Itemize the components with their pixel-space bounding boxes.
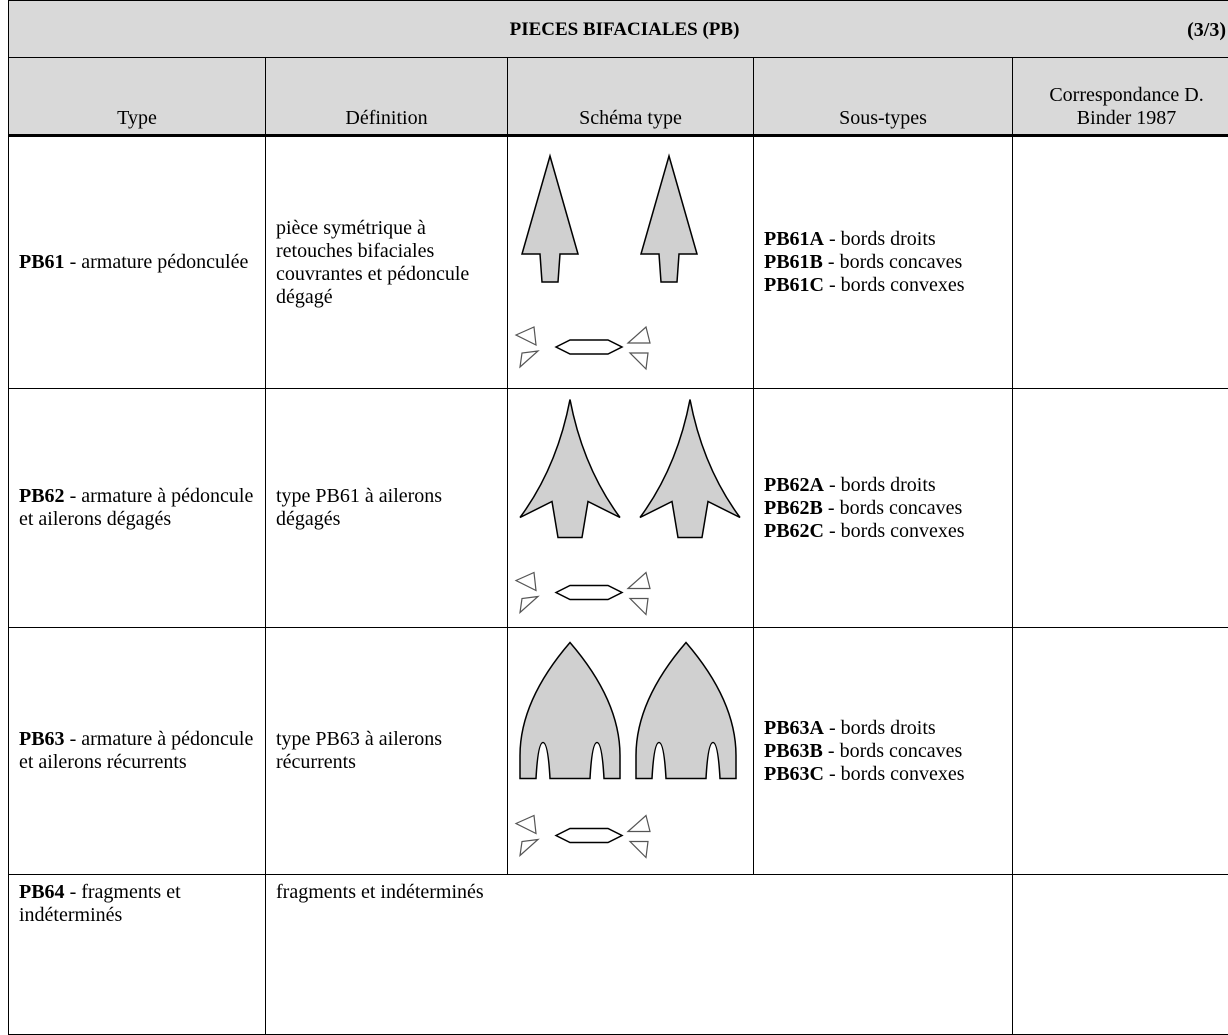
table-row: PB62- armature à pédoncule et ailerons d… xyxy=(9,389,1228,628)
cross-section xyxy=(556,829,622,843)
column-header: Schéma type xyxy=(508,58,754,136)
definition-cell: type PB63 à ailerons récurrents xyxy=(266,628,508,875)
correspondance-cell xyxy=(1013,875,1228,1035)
schema-cell xyxy=(508,628,754,875)
section-triangle xyxy=(630,353,648,369)
point-outline xyxy=(520,400,620,538)
subtype: PB63B- bords concaves xyxy=(764,740,1002,763)
schema-drawing xyxy=(508,389,754,621)
subtype: PB63A- bords droits xyxy=(764,717,1002,740)
section-triangle xyxy=(628,573,650,589)
subtype-label: - bords convexes xyxy=(829,520,965,542)
subtype-code: PB62C xyxy=(764,520,824,542)
subtype-code: PB63A xyxy=(764,717,824,739)
schema-cell xyxy=(508,389,754,628)
definition: type PB63 à ailerons récurrents xyxy=(276,728,442,773)
table-row: PB64- fragments et indéterminés fragments… xyxy=(9,875,1228,1035)
section-triangle xyxy=(628,816,650,832)
subtype: PB61A- bords droits xyxy=(764,228,1002,251)
section-triangle xyxy=(628,327,650,343)
type-cell: PB64- fragments et indéterminés xyxy=(9,875,266,1035)
subtype-code: PB62B xyxy=(764,497,823,519)
point-outline xyxy=(522,156,578,282)
subtype-label: - bords concaves xyxy=(828,251,962,273)
point-outline xyxy=(520,643,620,779)
type-code: PB61 xyxy=(19,251,65,273)
subtype: PB62A- bords droits xyxy=(764,474,1002,497)
column-header: Sous-types xyxy=(754,58,1013,136)
type-code: PB63 xyxy=(19,728,65,750)
point-outline xyxy=(640,400,740,538)
cross-section xyxy=(556,586,622,600)
definition-cell: fragments et indéterminés xyxy=(266,875,1013,1035)
section-triangle xyxy=(516,816,536,834)
cross-section xyxy=(556,340,622,354)
subtype-code: PB61C xyxy=(764,274,824,296)
schema-cell xyxy=(508,136,754,389)
title-cell: PIECES BIFACIALES (PB) (3/3) xyxy=(9,1,1228,58)
subtype: PB61C- bords convexes xyxy=(764,274,1002,297)
table-row: PB63- armature à pédoncule et ailerons r… xyxy=(9,628,1228,875)
type-label: - armature pédonculée xyxy=(70,251,249,273)
title-row: PIECES BIFACIALES (PB) (3/3) xyxy=(9,1,1228,58)
page-number: (3/3) xyxy=(1187,19,1226,42)
section-triangle xyxy=(516,327,536,345)
correspondance-cell xyxy=(1013,136,1228,389)
subtype: PB63C- bords convexes xyxy=(764,763,1002,786)
definition-cell: type PB61 à ailerons dégagés xyxy=(266,389,508,628)
section-triangle xyxy=(630,842,648,858)
type-cell: PB63- armature à pédoncule et ailerons r… xyxy=(9,628,266,875)
section-triangle xyxy=(520,840,538,856)
subtype-code: PB63B xyxy=(764,740,823,762)
subtype: PB62C- bords convexes xyxy=(764,520,1002,543)
subtype-label: - bords droits xyxy=(829,717,936,739)
subtype-label: - bords droits xyxy=(829,228,936,250)
definition: pièce symétrique à retouches bifaciales … xyxy=(276,217,469,308)
definition: type PB61 à ailerons dégagés xyxy=(276,485,442,530)
type-cell: PB61- armature pédonculée xyxy=(9,136,266,389)
column-header: Type xyxy=(9,58,266,136)
subtype-label: - bords convexes xyxy=(829,763,965,785)
point-outline xyxy=(636,643,736,779)
subtype-label: - bords convexes xyxy=(829,274,965,296)
section-triangle xyxy=(630,599,648,615)
subtype-code: PB63C xyxy=(764,763,824,785)
subtype-label: - bords concaves xyxy=(828,740,962,762)
subtype-code: PB62A xyxy=(764,474,824,496)
table-title: PIECES BIFACIALES (PB) xyxy=(19,18,1228,41)
subtype: PB62B- bords concaves xyxy=(764,497,1002,520)
column-header: Définition xyxy=(266,58,508,136)
schema-drawing xyxy=(508,628,754,868)
definition: fragments et indéterminés xyxy=(276,881,484,903)
subtype-label: - bords droits xyxy=(829,474,936,496)
subtype-label: - bords concaves xyxy=(828,497,962,519)
correspondance-cell xyxy=(1013,389,1228,628)
page: Pièces bifaciales {"header":{"title":"PI… xyxy=(0,0,1228,926)
type-code: PB62 xyxy=(19,485,65,507)
point-outline xyxy=(641,156,697,282)
subtype-code: PB61A xyxy=(764,228,824,250)
subtype: PB61B- bords concaves xyxy=(764,251,1002,274)
definition-cell: pièce symétrique à retouches bifaciales … xyxy=(266,136,508,389)
correspondance-cell xyxy=(1013,628,1228,875)
section-triangle xyxy=(520,351,538,367)
type-cell: PB62- armature à pédoncule et ailerons d… xyxy=(9,389,266,628)
type-code: PB64 xyxy=(19,881,65,903)
section-triangle xyxy=(520,597,538,613)
column-header: Correspondance D. Binder 1987 xyxy=(1013,58,1228,136)
subtype-code: PB61B xyxy=(764,251,823,273)
section-triangle xyxy=(516,573,536,591)
schema-drawing xyxy=(508,137,754,382)
